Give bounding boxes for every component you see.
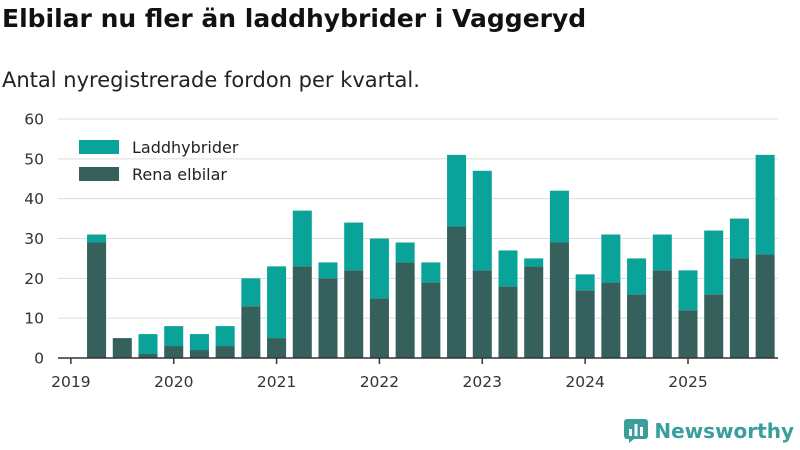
bar-laddhybrider-2022Q3 bbox=[421, 262, 441, 283]
bar-laddhybrider-2022Q1 bbox=[369, 238, 389, 299]
bar-rena-elbilar-2025Q1 bbox=[678, 310, 698, 358]
x-tick-label: 2025 bbox=[668, 373, 707, 391]
bar-laddhybrider-2023Q3 bbox=[524, 258, 544, 267]
x-tick-label: 2022 bbox=[360, 373, 399, 391]
x-axis: 2019 2020 2021 2022 2023 2024 2025 bbox=[51, 357, 778, 391]
bar-rena-elbilar-2025Q3 bbox=[729, 258, 749, 358]
y-tick-label: 0 bbox=[34, 350, 44, 368]
brand-name: Newsworthy bbox=[654, 419, 794, 443]
bar-laddhybrider-2024Q4 bbox=[652, 234, 672, 271]
bar-rena-elbilar-2024Q4 bbox=[652, 270, 672, 358]
bar-laddhybrider-2025Q1 bbox=[678, 270, 698, 311]
y-tick-label: 30 bbox=[24, 230, 44, 248]
bar-rena-elbilar-2019Q2 bbox=[87, 242, 107, 358]
bar-rena-elbilar-2020Q2 bbox=[189, 350, 209, 358]
bar-laddhybrider-2025Q2 bbox=[704, 230, 724, 295]
bar-laddhybrider-2024Q1 bbox=[575, 274, 595, 291]
bar-rena-elbilar-2019Q3 bbox=[112, 338, 132, 358]
bar-laddhybrider-2019Q2 bbox=[87, 234, 107, 243]
bar-rena-elbilar-2023Q1 bbox=[472, 270, 492, 358]
bar-laddhybrider-2024Q3 bbox=[627, 258, 647, 295]
bar-laddhybrider-2019Q4 bbox=[138, 334, 158, 355]
bar-laddhybrider-2021Q2 bbox=[292, 210, 312, 267]
bar-laddhybrider-2021Q4 bbox=[344, 222, 364, 271]
bar-series bbox=[87, 154, 775, 358]
bar-laddhybrider-2024Q2 bbox=[601, 234, 621, 283]
legend: Laddhybrider Rena elbilar bbox=[79, 138, 239, 184]
y-tick-label: 50 bbox=[24, 150, 44, 168]
bar-rena-elbilar-2020Q3 bbox=[215, 346, 235, 358]
legend-swatch bbox=[79, 167, 119, 181]
x-tick-label: 2023 bbox=[463, 373, 502, 391]
bar-rena-elbilar-2025Q2 bbox=[704, 294, 724, 358]
bar-rena-elbilar-2022Q3 bbox=[421, 282, 441, 358]
x-tick-label: 2019 bbox=[51, 373, 90, 391]
bar-rena-elbilar-2022Q2 bbox=[395, 262, 415, 358]
bar-rena-elbilar-2024Q3 bbox=[627, 294, 647, 358]
bar-laddhybrider-2025Q4 bbox=[755, 154, 775, 255]
bar-rena-elbilar-2023Q2 bbox=[498, 286, 518, 358]
legend-label: Rena elbilar bbox=[132, 165, 227, 184]
bar-laddhybrider-2023Q4 bbox=[549, 190, 569, 243]
bar-rena-elbilar-2023Q4 bbox=[549, 242, 569, 358]
x-tick-label: 2020 bbox=[154, 373, 193, 391]
bar-rena-elbilar-2021Q4 bbox=[344, 270, 364, 358]
bar-rena-elbilar-2022Q1 bbox=[369, 298, 389, 358]
bar-rena-elbilar-2021Q3 bbox=[318, 278, 338, 358]
y-tick-label: 20 bbox=[24, 270, 44, 288]
bar-rena-elbilar-2024Q2 bbox=[601, 282, 621, 358]
bar-laddhybrider-2023Q2 bbox=[498, 250, 518, 287]
bar-rena-elbilar-2021Q1 bbox=[267, 338, 287, 358]
legend-swatch bbox=[79, 140, 119, 154]
newsworthy-logo-icon bbox=[624, 419, 649, 443]
bar-rena-elbilar-2020Q1 bbox=[164, 346, 184, 358]
chart-subtitle: Antal nyregistrerade fordon per kvartal. bbox=[2, 68, 420, 92]
x-tick-label: 2024 bbox=[565, 373, 604, 391]
x-tick-label: 2021 bbox=[257, 373, 296, 391]
bar-laddhybrider-2021Q3 bbox=[318, 262, 338, 279]
bar-rena-elbilar-2021Q2 bbox=[292, 266, 312, 358]
bar-rena-elbilar-2022Q4 bbox=[447, 226, 467, 358]
bar-laddhybrider-2022Q4 bbox=[447, 154, 467, 227]
bar-laddhybrider-2025Q3 bbox=[729, 218, 749, 259]
y-tick-label: 10 bbox=[24, 310, 44, 328]
bar-rena-elbilar-2025Q4 bbox=[755, 254, 775, 358]
y-tick-label: 40 bbox=[24, 190, 44, 208]
bar-rena-elbilar-2023Q3 bbox=[524, 266, 544, 358]
bar-rena-elbilar-2024Q1 bbox=[575, 290, 595, 358]
bar-rena-elbilar-2019Q4 bbox=[138, 354, 158, 358]
y-axis: 0 10 20 30 40 50 60 bbox=[24, 111, 44, 368]
bar-laddhybrider-2020Q1 bbox=[164, 326, 184, 347]
bar-rena-elbilar-2020Q4 bbox=[241, 306, 261, 358]
bar-laddhybrider-2022Q2 bbox=[395, 242, 415, 263]
newsworthy-brand: Newsworthy bbox=[623, 418, 794, 444]
legend-label: Laddhybrider bbox=[132, 138, 239, 157]
chart-title: Elbilar nu fler än laddhybrider i Vagger… bbox=[2, 4, 587, 33]
bar-laddhybrider-2020Q3 bbox=[215, 326, 235, 347]
bar-laddhybrider-2020Q2 bbox=[189, 334, 209, 351]
bar-laddhybrider-2023Q1 bbox=[472, 170, 492, 271]
y-tick-label: 60 bbox=[24, 111, 44, 129]
bar-laddhybrider-2021Q1 bbox=[267, 266, 287, 339]
bar-laddhybrider-2020Q4 bbox=[241, 278, 261, 307]
